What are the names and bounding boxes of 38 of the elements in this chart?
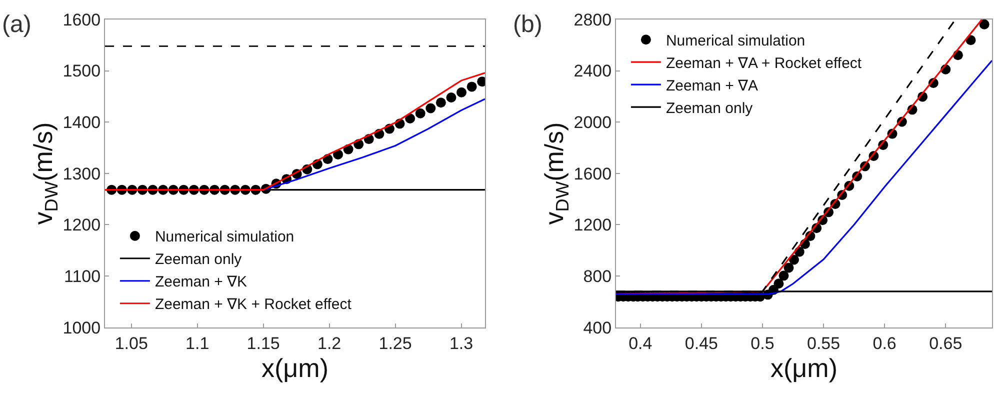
x-tick-label: 1.25 (378, 334, 412, 353)
x-tick-label: 1.05 (114, 334, 148, 353)
x-axis-title: x(μm) (262, 352, 328, 383)
x-tick-label: 0.45 (684, 334, 718, 353)
legend-label: Zeeman + ∇K (154, 274, 248, 291)
legend-label: Numerical simulation (666, 32, 806, 50)
x-tick-label: 1.15 (246, 334, 280, 353)
legend-label: Zeeman + ∇A (666, 77, 758, 94)
x-tick-label: 0.55 (806, 334, 840, 353)
legend-label: Zeeman only (666, 100, 754, 117)
y-tick-label: 1200 (574, 216, 612, 235)
x-tick-label: 0.4 (628, 334, 652, 353)
x-axis-title: x(μm) (770, 352, 838, 383)
x-tick-label: 1.3 (449, 334, 474, 353)
legend-label: Zeeman + ∇A + Rocket effect (666, 54, 862, 72)
y-tick-label: 2800 (574, 10, 612, 30)
y-tick-label: 1000 (62, 318, 101, 338)
y-tick-label: 1600 (62, 10, 101, 30)
y-tick-label: 1100 (64, 267, 101, 286)
x-tick-label: 1.2 (317, 334, 342, 353)
y-tick-label: 1300 (62, 164, 101, 184)
y-tick-label: 1400 (62, 113, 101, 132)
x-tick-label: 0.6 (872, 334, 896, 353)
y-tick-label: 1600 (574, 164, 612, 184)
y-tick-label: 400 (583, 318, 612, 338)
x-tick-label: 0.65 (929, 334, 962, 353)
x-tick-label: 1.1 (186, 334, 210, 353)
legend-label: Zeeman only (154, 251, 242, 268)
y-tick-label: 2400 (574, 62, 612, 81)
legend-label: Zeeman + ∇K + Rocket effect (154, 296, 352, 314)
y-tick-label: 800 (583, 267, 612, 286)
y-tick-label: 1500 (62, 62, 101, 81)
y-tick-label: 2000 (574, 113, 612, 132)
y-tick-label: 1200 (62, 216, 101, 235)
chart-title: (b) (513, 11, 542, 38)
legend-label: Numerical simulation (154, 228, 294, 246)
chart-title: (a) (2, 11, 32, 38)
x-tick-label: 0.5 (750, 334, 774, 353)
